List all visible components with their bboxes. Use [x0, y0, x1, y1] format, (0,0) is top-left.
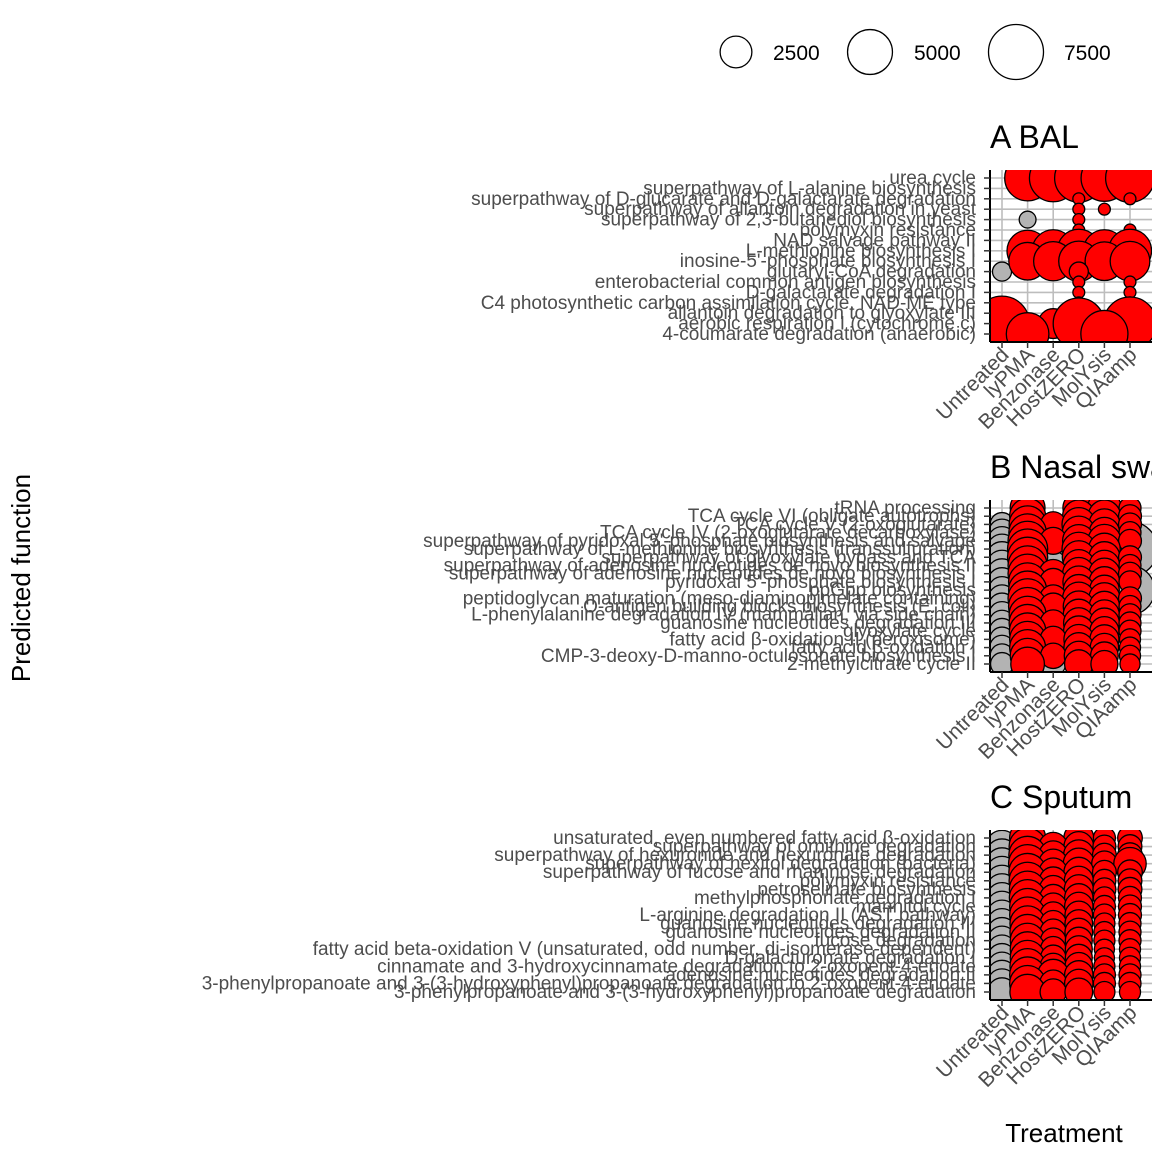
- y-tick-label: peptidoglycan maturation (meso-diaminopi…: [463, 588, 976, 609]
- y-tick-label: 2-methylcitrate cycle II: [787, 654, 976, 675]
- point-not-significant: [1018, 210, 1037, 229]
- legend-size-label: 7500: [1064, 42, 1111, 65]
- y-tick-label: 3-phenylpropanoate and 3-(3-hydroxypheny…: [202, 973, 976, 994]
- y-tick-label: L-phenylalanine degradation IV (mammalia…: [471, 605, 976, 626]
- panel: C Sputum unsaturated, even numbered fatty…: [202, 779, 1152, 1092]
- y-tick-label: polymyxin resistance: [800, 871, 976, 892]
- y-tick-label: cinnamate and 3-hydroxycinnamate degrada…: [377, 956, 976, 977]
- y-tick-label: mannitol cycle: [856, 896, 976, 917]
- y-tick-label: C4 photosynthetic carbon assimilation cy…: [481, 293, 976, 314]
- point-significant: [1123, 192, 1137, 206]
- y-tick-label: O-antigen building blocks biosynthesis (…: [583, 597, 976, 618]
- y-tick-label: pyridoxal 5'-phosphate biosynthesis I: [665, 572, 976, 593]
- y-tick-label: superpathway of fucose and rhamnose degr…: [543, 862, 976, 883]
- y-tick-label: glyoxylate cycle: [843, 621, 976, 642]
- y-tick-label: aerobic respiration I (cytochrome c): [678, 314, 976, 335]
- y-tick-label: superpathway of 2,3-butanediol biosynthe…: [601, 210, 976, 231]
- legend-size-circle: [719, 35, 753, 69]
- y-tick-label: 4-coumarate degradation (anaerobic): [662, 324, 976, 345]
- y-tick-label: ppGpp biosynthesis: [809, 580, 976, 601]
- panel-points: [990, 830, 1147, 1000]
- y-tick-label: superpathway of glyoxylate bypass and TC…: [601, 547, 976, 568]
- legend-size-label: 5000: [914, 42, 961, 65]
- y-tick-label: polymyxin resistance: [800, 220, 976, 241]
- point-significant: [1109, 240, 1151, 282]
- y-tick-label: superpathway of adenosine nucleotides de…: [444, 555, 976, 576]
- y-tick-label: superpathway of adenosine nucleotides de…: [449, 564, 976, 585]
- y-tick-label: adenosine nucleotides degradation II: [665, 965, 976, 986]
- y-axis-title: Predicted function: [6, 474, 36, 682]
- point-significant: [1097, 202, 1111, 216]
- y-tick-label: fucose degradation: [814, 931, 976, 952]
- y-tick-label: petroselinate biosynthesis: [757, 879, 976, 900]
- y-tick-label: L-methionine biosynthesis I: [746, 241, 976, 262]
- y-tick-label: superpathway of hexitol degradation (bac…: [585, 854, 976, 875]
- y-tick-label: inosine-5'-phosphate biosynthesis I: [680, 251, 976, 272]
- point-significant: [1119, 653, 1141, 672]
- panel-title: A BAL: [990, 119, 1079, 155]
- y-tick-label: methylphosphonate degradation I: [694, 888, 976, 909]
- point-significant: [1005, 312, 1050, 342]
- y-tick-label: CMP-3-deoxy-D-manno-octulosonate biosynt…: [541, 646, 976, 667]
- y-tick-label: glutaryl-CoA degradation: [767, 262, 976, 283]
- panel-points: [990, 170, 1152, 342]
- y-tick-label: guanosine nucleotides degradation II: [665, 922, 976, 943]
- point-significant: [1064, 977, 1094, 1000]
- point-significant: [1080, 309, 1129, 342]
- y-tick-label: unsaturated, even numbered fatty acid β-…: [553, 828, 976, 849]
- y-tick-label: fatty acid β-oxidation I: [791, 638, 976, 659]
- y-tick-label: superpathway of L-methionine biosynthesi…: [464, 539, 976, 560]
- y-tick-label: guanosine nucleotides degradation III: [660, 914, 976, 935]
- point-significant: [1090, 649, 1119, 672]
- y-tick-label: fatty acid β-oxidation II (peroxisome): [669, 629, 976, 650]
- point-significant: [1093, 980, 1116, 1000]
- y-tick-label: enterobacterial common antigen biosynthe…: [595, 272, 976, 293]
- point-significant: [1118, 980, 1142, 1000]
- y-tick-label: superpathway of allantoin degradation in…: [584, 199, 977, 220]
- y-tick-label: urea cycle: [889, 168, 976, 189]
- y-tick-label: NAD salvage pathway II: [773, 230, 976, 251]
- y-tick-label: superpathway of hexuronide and hexuronat…: [494, 845, 976, 866]
- y-tick-label: fatty acid beta-oxidation V (unsaturated…: [313, 939, 976, 960]
- y-tick-label: 3-phenylpropanoate and 3-(3-hydroxypheny…: [394, 982, 976, 1003]
- y-tick-label: D-galacturonate degradation I: [725, 948, 976, 969]
- legend-size-circle: [846, 28, 894, 76]
- y-tick-label: guanosine nucleotides degradation III: [660, 613, 976, 634]
- legend-size-label: 2500: [773, 42, 820, 65]
- y-tick-label: tRNA processing: [834, 498, 976, 519]
- y-tick-label: superpathway of pyridoxal 5'-phosphate b…: [423, 531, 976, 552]
- x-axis-title: Treatment: [1005, 1118, 1123, 1148]
- point-significant: [1010, 646, 1046, 672]
- y-tick-label: TCA cycle V (2-oxoglutarate): [733, 514, 976, 535]
- y-tick-label: superpathway of D-glucarate and D-galact…: [471, 189, 976, 210]
- y-tick-label: TCA cycle VI (obligate autotrophs): [688, 506, 976, 527]
- y-tick-label: superpathway of ornithine degradation: [653, 837, 976, 858]
- y-tick-label: L-arginine degradation II (AST pathway): [639, 905, 976, 926]
- panel-points: [990, 500, 1152, 672]
- panel-title: C Sputum: [990, 779, 1132, 815]
- panel-title: B Nasal swab: [990, 449, 1152, 485]
- size-legend: 2500 5000 7500: [719, 23, 1111, 81]
- y-tick-label: superpathway of L-alanine biosynthesis: [643, 178, 976, 199]
- y-tick-label: D-galactarate degradation I: [746, 282, 976, 303]
- y-tick-label: allantoin degradation to glyoxylate III: [668, 303, 976, 324]
- legend-size-circle: [987, 23, 1045, 81]
- y-tick-label: TCA cycle IV (2-oxoglutarate decarboxyla…: [600, 523, 976, 544]
